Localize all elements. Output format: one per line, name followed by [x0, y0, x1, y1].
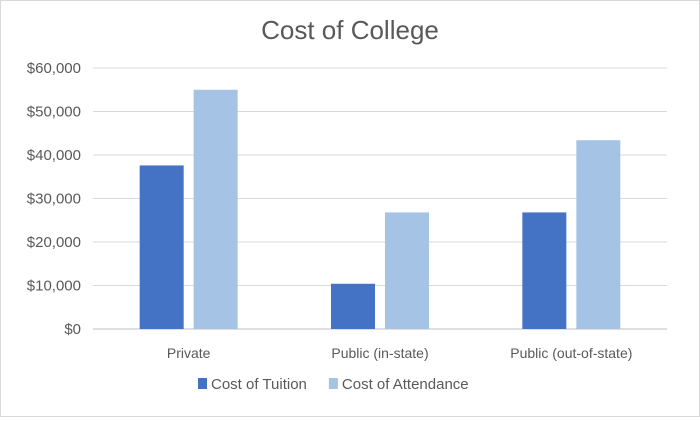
y-tick-label: $20,000: [27, 234, 81, 251]
y-tick-label: $30,000: [27, 191, 81, 208]
x-axis-tick-labels: Private Public (in-state) Public (out-of-s…: [167, 345, 633, 361]
bar-cost-of-attendance-2: [576, 140, 621, 329]
y-tick-label: $40,000: [27, 147, 81, 164]
legend-swatch: [198, 378, 207, 389]
legend-swatch: [328, 378, 338, 389]
bars: [139, 89, 621, 329]
legend-label: Cost of Tuition: [211, 376, 307, 393]
x-tick-label: Public (in-state): [331, 345, 428, 361]
x-tick-label: Private: [167, 345, 211, 361]
gridlines: [93, 67, 667, 330]
bar-cost-of-tuition-1: [331, 283, 375, 329]
y-tick-label: $10,000: [27, 278, 81, 295]
bar-cost-of-tuition-0: [139, 165, 184, 329]
y-tick-label: $50,000: [27, 104, 81, 121]
bar-cost-of-attendance-0: [193, 89, 238, 329]
y-tick-label: $60,000: [27, 60, 81, 77]
bar-cost-of-attendance-1: [385, 212, 429, 329]
legend-label: Cost of Attendance: [342, 376, 469, 393]
x-tick-label: Public (out-of-state): [510, 345, 632, 361]
chart-title: Cost of College: [261, 15, 439, 45]
y-axis-tick-labels: $0 $10,000 $20,000 $30,000 $40,000 $50,000 $60…: [27, 60, 81, 338]
bar-cost-of-tuition-2: [522, 212, 567, 329]
legend: Cost of Tuition Cost of Attendance: [198, 376, 469, 393]
y-tick-label: $0: [64, 321, 81, 338]
